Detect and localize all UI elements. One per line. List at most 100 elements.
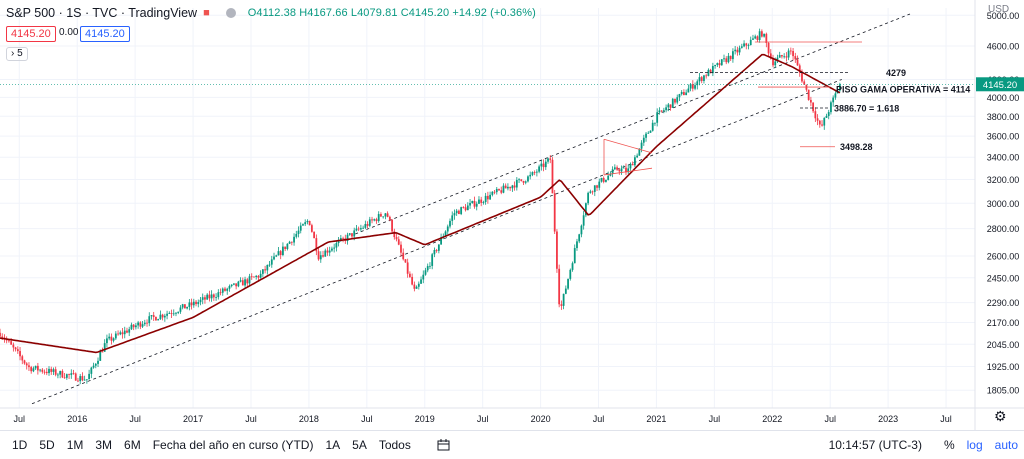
bottom-toolbar: 1D 5D 1M 3M 6M Fecha del año en curso (Y… — [0, 430, 1024, 459]
candle-body — [417, 283, 420, 287]
candle-body — [809, 99, 812, 103]
candle-body — [573, 248, 576, 264]
triangle-lower-line[interactable] — [603, 167, 653, 176]
candle-body — [830, 102, 832, 113]
candle-body — [206, 294, 209, 300]
ohlc-readout: O4112.38 H4167.66 L4079.81 C4145.20 +14.… — [248, 7, 536, 19]
candle-body — [640, 142, 643, 149]
gear-icon[interactable]: ⚙ — [994, 408, 1007, 424]
candle-body — [437, 244, 440, 251]
candle-body — [591, 191, 594, 193]
candle-body — [39, 369, 41, 371]
candle-body — [257, 275, 260, 278]
timeframe-all[interactable]: Todos — [378, 438, 411, 452]
candle-body — [288, 241, 291, 244]
timeframe-5d[interactable]: 5D — [39, 438, 55, 452]
candle-body — [119, 332, 122, 335]
ma-line[interactable] — [0, 53, 841, 354]
calendar-icon[interactable] — [437, 439, 450, 451]
visibility-icon[interactable] — [225, 8, 236, 18]
candle-body — [150, 315, 153, 317]
candle-body — [97, 360, 99, 364]
timeframe-3m[interactable]: 3M — [95, 438, 113, 452]
log-toggle[interactable]: log — [966, 438, 983, 452]
buy-button[interactable]: 4145.20 — [80, 26, 130, 42]
y-tick-label: 1805.00 — [987, 386, 1020, 396]
candle-body — [462, 207, 465, 208]
candle-body — [90, 367, 93, 374]
candle-body — [141, 324, 144, 327]
annotations: 4279 PISO GAMA OPERATIVA = 4114 3886.70 = … — [603, 41, 970, 176]
lower-trendline[interactable] — [31, 79, 842, 405]
timeframe-ytd[interactable]: Fecha del año en curso (YTD) — [152, 438, 314, 452]
candle-body — [687, 88, 690, 93]
candle-body — [796, 59, 799, 66]
timeframe-1m[interactable]: 1M — [66, 438, 84, 452]
candle-body — [429, 265, 431, 267]
candle-body — [723, 58, 725, 60]
flag-icon[interactable]: ■ — [203, 7, 210, 19]
candle-body — [535, 171, 538, 173]
candle-body — [103, 343, 106, 352]
clock[interactable]: 10:14:57 (UTC-3) — [828, 438, 922, 452]
sell-button[interactable]: 4145.20 — [6, 26, 56, 42]
candle-body — [74, 373, 77, 381]
percent-toggle[interactable]: % — [943, 438, 955, 452]
candle-body — [618, 169, 621, 172]
y-tick-label: 3400.00 — [987, 153, 1020, 163]
candle-body — [691, 84, 694, 89]
candle-body — [143, 322, 146, 325]
candle-body — [754, 36, 757, 39]
indicator-count: 5 — [17, 48, 23, 59]
candle-body — [622, 167, 625, 169]
timeframe-1a[interactable]: 1A — [325, 438, 341, 452]
candle-body — [749, 39, 752, 46]
y-tick-label: 3200.00 — [987, 175, 1020, 185]
candle-body — [52, 369, 55, 372]
candle-body — [560, 304, 563, 306]
timeframe-1d[interactable]: 1D — [12, 438, 28, 452]
symbol-title[interactable]: S&P 500 · 1S · TVC · TradingView — [6, 6, 198, 20]
candle-body — [500, 190, 503, 193]
candle-body — [72, 373, 75, 375]
price-axis[interactable]: 1805.00 1925.00 2045.00 2170.00 2290.00 2450.… — [0, 0, 1024, 430]
auto-toggle[interactable]: auto — [994, 438, 1018, 452]
candle-body — [547, 158, 549, 162]
candle-body — [85, 379, 88, 381]
upper-trendline[interactable] — [355, 13, 911, 235]
candle-body — [277, 251, 280, 256]
triangle-upper-line[interactable] — [603, 138, 653, 154]
indicators-toggle[interactable]: › 5 — [6, 47, 28, 61]
y-tick-label: 3000.00 — [987, 199, 1020, 209]
y-tick-label: 2450.00 — [987, 273, 1020, 283]
candle-body — [233, 283, 235, 285]
candle-body — [65, 374, 68, 378]
candle-body — [8, 340, 10, 342]
label-4279: 4279 — [886, 68, 906, 78]
candle-body — [486, 195, 489, 200]
candle-body — [527, 176, 529, 182]
timeframe-5a[interactable]: 5A — [352, 438, 367, 452]
candle-body — [357, 228, 360, 230]
candle-body — [14, 347, 17, 350]
currency-label[interactable]: USD — [988, 4, 1010, 15]
candle-body — [400, 244, 402, 253]
candle-body — [219, 292, 222, 294]
candle-body — [821, 124, 823, 126]
candle-body — [736, 49, 739, 53]
y-tick-label: 4600.00 — [987, 41, 1020, 51]
timeframe-6m[interactable]: 6M — [124, 438, 141, 452]
y-tick-label: 3600.00 — [987, 132, 1020, 142]
candle-body — [767, 42, 770, 54]
low-value: L4079.81 — [350, 7, 398, 19]
y-tick-label: 1925.00 — [987, 362, 1020, 372]
candle-body — [616, 167, 618, 170]
candle-body — [333, 247, 336, 249]
candle-body — [524, 181, 527, 183]
candle-body — [21, 356, 24, 361]
time-axis[interactable]: Jul 2016 Jul 2017 Jul 2018 Jul 2019 Jul 2020 Jul 20… — [0, 407, 1024, 424]
candle-body — [792, 50, 794, 57]
candle-body — [422, 274, 425, 280]
candle-body — [362, 227, 365, 229]
